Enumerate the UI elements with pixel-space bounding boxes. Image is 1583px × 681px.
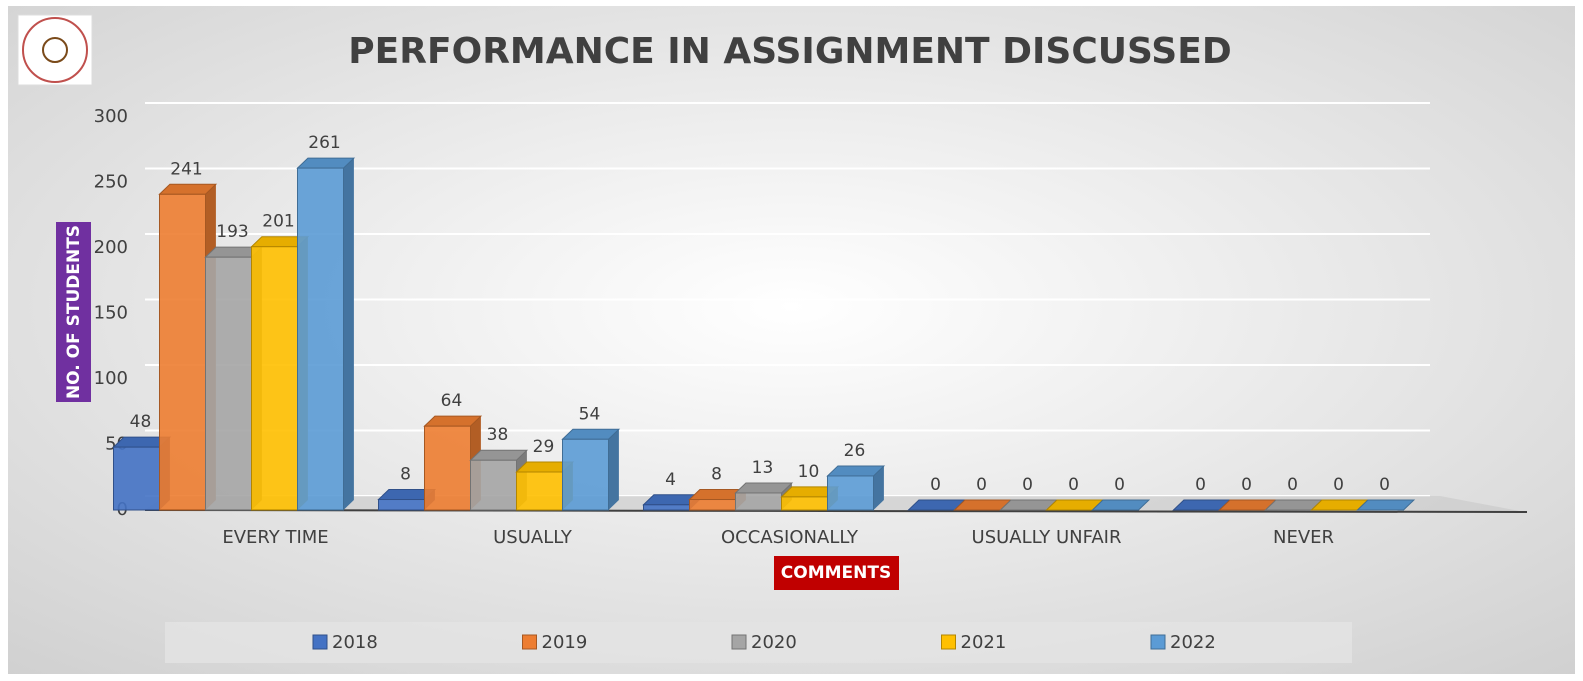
legend-swatch (522, 634, 537, 650)
value-label: 0 (930, 475, 941, 495)
logo (17, 14, 93, 86)
value-label: 48 (130, 412, 152, 432)
x-axis-label: COMMENTS (781, 563, 891, 583)
x-tick-label: EVERY TIME (222, 527, 328, 548)
x-tick-label: OCCASIONALLY (721, 527, 859, 548)
bar (159, 193, 206, 511)
value-label: 0 (1068, 475, 1079, 495)
bar (562, 438, 609, 511)
y-axis-label: NO. OF STUDENTS (64, 225, 84, 399)
x-tick-label: USUALLY (493, 527, 573, 548)
bar (470, 459, 517, 511)
bar-top (469, 449, 529, 461)
y-tick-label: 300 (94, 106, 128, 127)
legend-label: 2020 (751, 632, 797, 653)
bar (827, 475, 874, 511)
bar-side (873, 465, 884, 510)
legend-swatch (312, 634, 328, 650)
x-label-bg (774, 556, 899, 590)
value-label: 26 (844, 441, 866, 461)
value-label: 0 (1195, 475, 1206, 495)
legend-label: 2018 (332, 632, 378, 653)
bar-side (343, 158, 354, 510)
bar-top (1356, 499, 1416, 511)
bar-top (296, 157, 356, 169)
value-label: 29 (533, 437, 555, 457)
value-label: 38 (487, 425, 509, 445)
value-label: 241 (170, 159, 202, 179)
x-axis (144, 509, 1528, 513)
value-label: 261 (308, 133, 340, 153)
bar-top (826, 465, 886, 477)
bar (689, 499, 736, 511)
bar (643, 504, 690, 511)
bar (516, 471, 563, 511)
bar (781, 496, 828, 511)
value-label: 193 (216, 222, 248, 242)
value-label: 0 (1241, 475, 1252, 495)
bar-top (158, 183, 218, 195)
legend-label: 2019 (542, 632, 588, 653)
x-tick-label: USUALLY UNFAIR (972, 527, 1122, 548)
y-label-bg (56, 222, 91, 402)
bar-top (423, 415, 483, 427)
value-label: 64 (441, 391, 463, 411)
bar-top (734, 482, 794, 494)
bar (251, 246, 298, 511)
value-label: 10 (798, 462, 820, 482)
y-tick-label: 200 (94, 237, 128, 258)
x-tick-label: NEVER (1273, 527, 1334, 548)
value-label: 8 (400, 465, 411, 485)
y-tick-label: 100 (94, 368, 128, 389)
legend-label: 2021 (961, 632, 1007, 653)
value-label: 0 (1379, 475, 1390, 495)
value-label: 201 (262, 212, 294, 232)
y-tick-label: 150 (94, 303, 128, 324)
bar (424, 425, 471, 511)
bar (378, 499, 425, 511)
value-label: 0 (1114, 475, 1125, 495)
bar (113, 446, 160, 511)
chart-title: PERFORMANCE IN ASSIGNMENT DISCUSSED (348, 31, 1231, 72)
legend-label: 2022 (1170, 632, 1216, 653)
value-label: 0 (1333, 475, 1344, 495)
legend-swatch (1150, 634, 1166, 650)
legend-swatch (941, 634, 956, 650)
value-label: 8 (711, 465, 722, 485)
legend-swatch (731, 634, 747, 650)
bar-side (608, 429, 619, 510)
bar (735, 492, 782, 511)
value-label: 4 (665, 470, 676, 490)
y-tick-label: 250 (94, 172, 128, 193)
value-label: 0 (1022, 475, 1033, 495)
value-label: 0 (1287, 475, 1298, 495)
value-label: 13 (752, 458, 774, 478)
bar (205, 256, 252, 511)
bar-top (1091, 499, 1151, 511)
value-label: 0 (976, 475, 987, 495)
bar-top (561, 428, 621, 440)
bar (297, 167, 344, 511)
value-label: 54 (579, 404, 601, 424)
